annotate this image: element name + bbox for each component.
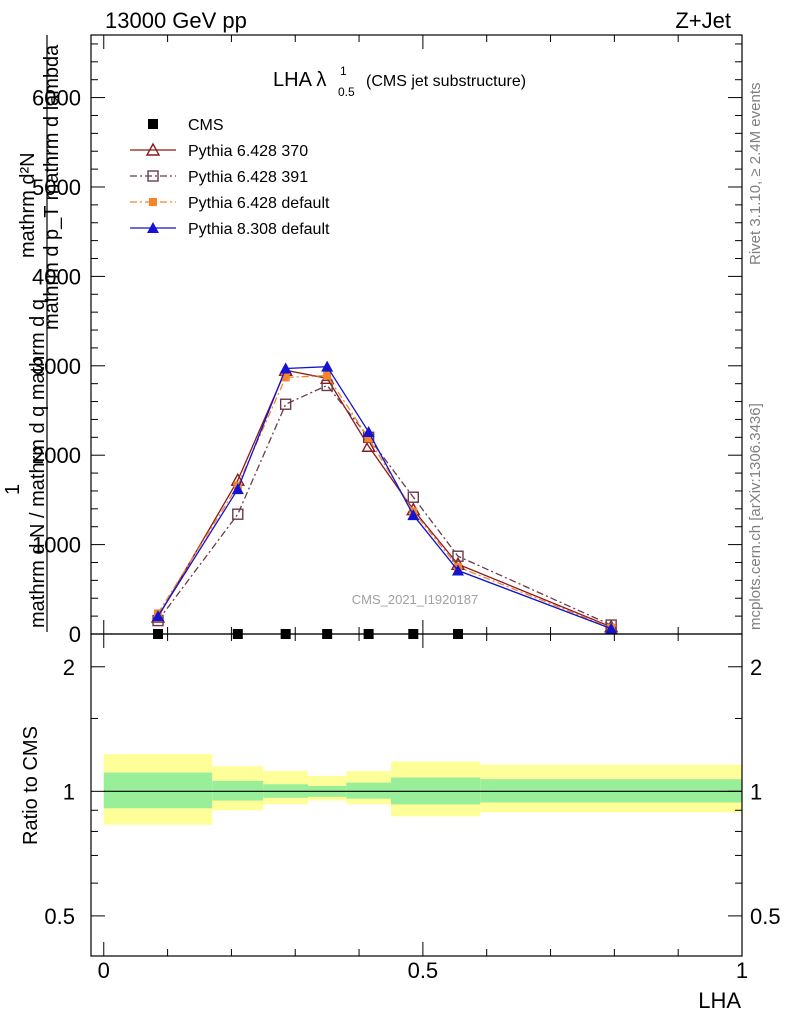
- x-tick-label: 1: [736, 958, 748, 983]
- legend-label-py391: Pythia 6.428 391: [188, 169, 308, 186]
- ratio-plot-frame: [90, 633, 743, 957]
- ratio-y-tick-label: 1: [63, 779, 75, 804]
- plot-title-suffix: (CMS jet substructure): [366, 73, 526, 90]
- legend-entry-py6def: Pythia 6.428 default: [130, 195, 330, 212]
- ratio-y-tick-label: 0.5: [44, 904, 75, 929]
- plot-title-superscript: 1: [340, 64, 347, 78]
- legend-label-cms: CMS: [188, 117, 224, 134]
- y-label-one: 1: [2, 484, 24, 495]
- ratio-y-tick-label: 2: [63, 655, 75, 680]
- data-point-py8def: [451, 564, 464, 576]
- analysis-watermark: CMS_2021_I1920187: [352, 592, 479, 607]
- plot-title-main: LHA λ: [273, 69, 326, 91]
- data-point-py8def: [279, 362, 292, 374]
- legend-entry-py391: Pythia 6.428 391: [130, 169, 308, 186]
- data-point-py391: [321, 379, 333, 392]
- legend-marker-py6def: [149, 198, 157, 206]
- series-py8def: [152, 360, 618, 634]
- ratio-band-inner: [103, 772, 213, 809]
- ratio-uncertainty-bands: [103, 754, 742, 825]
- legend-marker-py391: [147, 170, 159, 182]
- y-tick-label: 5000: [32, 175, 81, 200]
- mcplots-reference-label: mcplots.cern.ch [arXiv:1306.3436]: [747, 403, 764, 630]
- main-axis-ticks: 0 1000 2000 3000 4000 5000 6000: [32, 35, 743, 647]
- y-tick-label: 2000: [32, 443, 81, 468]
- y-tick-label: 4000: [32, 264, 81, 289]
- data-point-py8def: [605, 622, 618, 634]
- ratio-y-tick-label-right: 0.5: [750, 904, 781, 929]
- y-tick-label: 0: [69, 622, 81, 647]
- legend-entry-py8def: Pythia 8.308 default: [130, 221, 330, 238]
- x-tick-label: 0.5: [408, 958, 439, 983]
- x-tick-label: 0: [98, 958, 110, 983]
- main-y-axis-label: mathrm d²N mathrm d p_T mathrm d lambda …: [2, 35, 63, 632]
- data-point-py8def: [362, 425, 375, 437]
- legend-marker-py8def: [147, 222, 159, 233]
- data-point-py8def: [152, 610, 165, 622]
- legend-entry-cms: CMS: [148, 117, 224, 134]
- ratio-band-inner: [346, 782, 391, 799]
- y-tick-label: 6000: [32, 86, 81, 111]
- data-point-py8def: [321, 360, 334, 372]
- legend-label-py6def: Pythia 6.428 default: [188, 195, 330, 212]
- plot-title-subscript: 0.5: [338, 85, 355, 99]
- y-label-numerator: mathrm d²N: [17, 152, 39, 258]
- data-point-py6def: [281, 373, 290, 382]
- x-axis-label: LHA: [698, 988, 741, 1013]
- series-line-py370: [157, 369, 612, 628]
- series-line-py8def: [157, 366, 612, 630]
- plot-title: LHA λ 1 0.5 (CMS jet substructure): [273, 64, 526, 99]
- ratio-y-tick-label-right: 1: [750, 779, 762, 804]
- header-process-label: Z+Jet: [675, 8, 731, 33]
- data-point-py6def: [323, 371, 332, 380]
- data-point-py8def: [407, 509, 420, 521]
- data-point-py370: [361, 438, 376, 452]
- data-point-py6def: [364, 434, 373, 443]
- data-point-py391: [452, 550, 464, 562]
- y-tick-label: 1000: [32, 533, 81, 558]
- legend-marker-cms: [148, 119, 158, 129]
- header-energy-label: 13000 GeV pp: [105, 8, 247, 33]
- data-point-py391: [232, 508, 244, 520]
- ratio-plot-panel: 0.5 0.5 1 1 2 2 0 0.5 1 Ratio to CMS LHA: [20, 633, 781, 1013]
- ratio-y-axis-label: Ratio to CMS: [20, 726, 42, 845]
- ratio-band-inner: [212, 780, 264, 801]
- data-point-py391: [407, 491, 420, 503]
- main-plot-panel: 0 1000 2000 3000 4000 5000 6000 CMS_2021_I1920…: [32, 34, 743, 647]
- data-point-py391: [279, 398, 292, 410]
- ratio-axis-ticks: 0.5 0.5 1 1 2 2 0 0.5 1: [44, 634, 781, 983]
- legend: CMS Pythia 6.428 370 Pythia 6.428 391 Pythi…: [130, 117, 330, 238]
- series-line-py391: [157, 384, 612, 626]
- y-label-denominator: mathrm d N / mathrm d q mathrm d q: [27, 299, 49, 628]
- rivet-version-label: Rivet 3.1.10, ≥ 2.4M events: [747, 83, 764, 266]
- data-point-py8def: [231, 483, 244, 495]
- legend-entry-py370: Pythia 6.428 370: [130, 142, 308, 160]
- legend-label-py370: Pythia 6.428 370: [188, 143, 308, 160]
- ratio-y-tick-label-right: 2: [750, 655, 762, 680]
- main-plot-series: [150, 360, 619, 639]
- y-label-numerator-2: mathrm d p_T mathrm d lambda: [41, 44, 63, 330]
- legend-marker-py370: [145, 142, 161, 156]
- y-tick-label: 3000: [32, 354, 81, 379]
- legend-label-py8def: Pythia 8.308 default: [188, 221, 330, 238]
